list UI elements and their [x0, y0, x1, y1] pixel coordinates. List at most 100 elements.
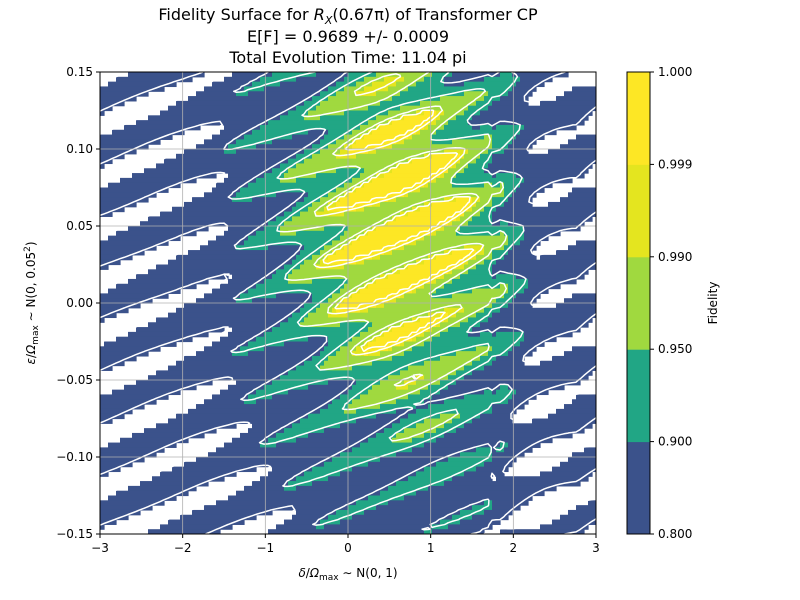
contour-band: [500, 72, 513, 78]
contour-band: [228, 278, 265, 285]
contour-band: [472, 216, 493, 222]
contour-band: [228, 495, 369, 501]
contour-band: [440, 312, 449, 319]
contour-band: [336, 187, 353, 193]
contour-band: [288, 168, 337, 174]
contour-band: [492, 254, 505, 261]
contour-band: [516, 81, 545, 88]
contour-band: [392, 346, 413, 352]
contour-band: [492, 447, 497, 453]
contour-band: [384, 428, 405, 434]
contour-band: [168, 312, 293, 319]
contour-band: [448, 312, 457, 319]
contour-band: [376, 303, 385, 309]
contour-band: [100, 144, 149, 150]
contour-band: [444, 226, 461, 232]
contour-band: [380, 490, 417, 497]
contour-band: [212, 288, 249, 294]
x-axis-ticks: −3 −2 −1 0 1 2 3: [91, 534, 600, 555]
contour-band: [408, 134, 413, 140]
contour-band: [564, 298, 596, 304]
contour-band: [204, 399, 245, 405]
contour-band: [524, 230, 561, 237]
contour-band: [468, 120, 585, 126]
contour-band: [448, 457, 493, 463]
contour-band: [184, 201, 297, 208]
contour-band: [476, 264, 493, 270]
contour-band: [496, 173, 517, 179]
contour-band: [288, 370, 401, 376]
contour-band: [224, 76, 261, 83]
contour-band: [312, 298, 329, 304]
contour-band: [176, 153, 297, 160]
contour-band: [328, 254, 373, 261]
contour-band: [488, 163, 593, 169]
contour-band: [524, 177, 573, 184]
contour-band: [568, 245, 596, 251]
contour-band: [372, 336, 377, 343]
contour-band: [356, 153, 425, 160]
contour-band: [316, 307, 333, 314]
contour-band: [268, 471, 305, 477]
contour-band: [416, 288, 437, 294]
contour-band: [404, 495, 533, 501]
contour-band: [264, 346, 325, 352]
contour-band: [208, 452, 341, 458]
contour-band: [100, 192, 157, 198]
contour-band: [452, 278, 529, 285]
contour-band: [464, 423, 593, 429]
contour-band: [368, 351, 381, 357]
contour-line: [100, 72, 596, 534]
contour-band: [412, 447, 477, 453]
contour-band: [432, 327, 449, 333]
contour-band: [444, 317, 449, 323]
contour-band: [452, 221, 469, 227]
contour-band: [432, 72, 453, 78]
contour-band: [100, 346, 161, 352]
contour-band: [340, 149, 349, 155]
contour-band: [252, 481, 289, 487]
contour-band: [324, 134, 345, 140]
contour-band: [292, 216, 393, 222]
contour-band: [256, 144, 313, 150]
contour-band: [508, 303, 533, 309]
contour-band: [328, 201, 337, 208]
contour-band: [556, 303, 596, 309]
contour-band: [440, 331, 469, 338]
contour-band: [148, 216, 277, 222]
contour-band: [480, 413, 513, 420]
contour-band: [496, 476, 589, 482]
contour-band: [284, 519, 321, 525]
contour-band: [572, 187, 596, 193]
contour-band: [380, 100, 421, 107]
colorbar-tick-label: 1.000: [658, 65, 692, 79]
contour-band: [456, 380, 581, 386]
contour-band: [284, 485, 297, 492]
contour-band: [444, 432, 573, 439]
contour-band: [312, 355, 329, 362]
contour-band: [100, 471, 109, 477]
contour-band: [156, 317, 289, 323]
contour-band: [448, 221, 453, 227]
contour-band: [196, 91, 237, 97]
contour-band: [396, 197, 445, 203]
contour-band: [320, 139, 337, 145]
contour-band: [572, 399, 596, 405]
contour-band: [272, 394, 341, 400]
contour-band: [284, 221, 385, 227]
contour-band: [508, 399, 529, 405]
contour-band: [436, 288, 473, 294]
contour-band: [412, 346, 477, 352]
contour-band: [432, 134, 485, 140]
contour-band: [152, 476, 225, 482]
contour-band: [540, 254, 596, 261]
contour-band: [280, 177, 297, 184]
contour-band: [204, 192, 237, 198]
contour-band: [464, 259, 469, 266]
contour-band: [392, 327, 429, 333]
contour-band: [380, 124, 425, 131]
contour-band: [468, 163, 489, 169]
contour-band: [492, 360, 525, 367]
contour-band: [392, 250, 445, 256]
contour-band: [348, 149, 369, 155]
